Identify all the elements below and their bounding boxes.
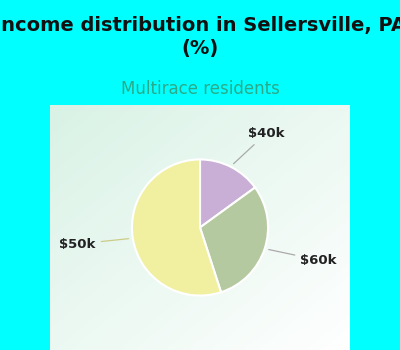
Text: Multirace residents: Multirace residents	[120, 80, 280, 98]
Text: Income distribution in Sellersville, PA
(%): Income distribution in Sellersville, PA …	[0, 16, 400, 58]
Text: $40k: $40k	[234, 127, 284, 164]
Wedge shape	[132, 160, 221, 295]
Text: $50k: $50k	[60, 238, 129, 251]
Wedge shape	[200, 188, 268, 292]
Wedge shape	[200, 160, 255, 228]
Text: $60k: $60k	[269, 250, 337, 267]
